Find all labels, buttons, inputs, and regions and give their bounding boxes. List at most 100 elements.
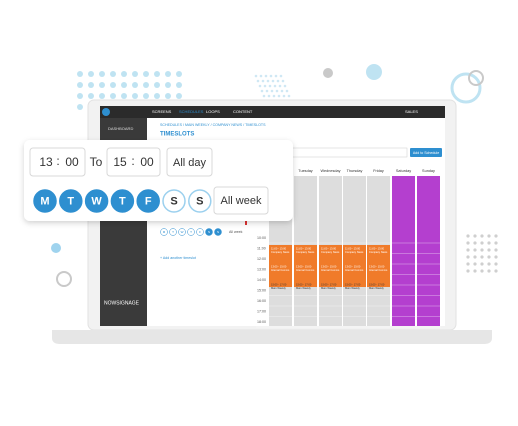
dot (487, 262, 491, 266)
dot (494, 269, 498, 273)
day-button[interactable] (110, 189, 135, 213)
day-header: Sunday (422, 169, 435, 173)
day-button-label[interactable]: W (91, 195, 102, 207)
all-day-label[interactable]: All day (173, 157, 207, 169)
from-minute[interactable]: 00 (65, 155, 79, 169)
add-button-label[interactable]: Add to Schedule (413, 151, 439, 155)
logo: NOWSIGNAGE (104, 300, 140, 306)
from-hour[interactable]: 13 (39, 155, 53, 169)
dot (132, 71, 138, 77)
dot (494, 248, 498, 252)
day-button[interactable] (162, 189, 186, 213)
panel-all-week[interactable]: All week (229, 230, 243, 234)
dot (77, 71, 83, 77)
day-toggle[interactable] (196, 228, 204, 236)
day-button[interactable] (33, 189, 57, 213)
day-button-label[interactable]: F (145, 195, 152, 207)
dot (263, 84, 267, 88)
dot (121, 93, 127, 99)
timeslot[interactable] (294, 245, 317, 287)
event-time: 11:00 - 13:00 (345, 247, 361, 251)
all-week-button[interactable] (213, 186, 269, 215)
all-day-button[interactable] (166, 147, 213, 177)
dot (110, 93, 116, 99)
day-toggle-label[interactable]: S (208, 230, 210, 234)
to-hour[interactable]: 15 (113, 155, 127, 169)
day-toggle[interactable] (214, 228, 222, 236)
event-time: 11:00 - 13:00 (271, 247, 287, 251)
account[interactable]: SALES (405, 109, 418, 114)
day-button[interactable] (59, 189, 83, 213)
day-button-label[interactable]: T (67, 195, 74, 207)
dot (466, 241, 470, 245)
timeslot[interactable] (269, 245, 292, 287)
event-name: Internal Comms (321, 268, 340, 272)
event-name: Internal Comms (296, 268, 315, 272)
dot (275, 89, 279, 93)
ring (56, 271, 72, 287)
event-name: Internal Comms (369, 268, 388, 272)
dot (323, 68, 333, 78)
day-button-label[interactable]: S (170, 195, 177, 207)
dot (272, 94, 276, 98)
dot (466, 269, 470, 273)
timeslot[interactable] (343, 245, 366, 287)
timeslot[interactable] (319, 245, 342, 287)
dot (480, 269, 484, 273)
day-toggle-label[interactable]: S (217, 230, 219, 234)
day-header: Friday (373, 169, 384, 173)
timeslot[interactable] (367, 245, 390, 287)
day-toggle[interactable] (205, 228, 213, 236)
event-time: 11:00 - 13:00 (296, 247, 312, 251)
nav-item[interactable]: LOOPS (206, 109, 220, 114)
dot (366, 64, 382, 80)
day-toggle-label[interactable]: T (172, 230, 174, 234)
dot (278, 84, 282, 88)
dot (473, 248, 477, 252)
event-time: 15:00 - 17:00 (271, 283, 287, 287)
dot (494, 255, 498, 259)
time-label: 16:00 (257, 299, 266, 303)
add-timeslot[interactable]: + Add another timeslot (160, 256, 196, 260)
dot (276, 79, 280, 83)
time-input[interactable] (106, 147, 161, 177)
day-toggle-label[interactable]: M (163, 230, 166, 234)
dot (99, 93, 105, 99)
day-button-label[interactable]: S (196, 195, 203, 207)
breadcrumb[interactable]: SCHEDULES / MAIN WEEKLY / COMPANY NEWS /… (160, 123, 266, 127)
day-button[interactable] (188, 189, 212, 213)
dot (88, 71, 94, 77)
dot (480, 241, 484, 245)
day-toggle[interactable] (178, 228, 186, 236)
sidebar-item[interactable]: DASHBOARD (108, 126, 133, 131)
add-button[interactable] (410, 148, 442, 157)
day-toggle-label[interactable]: W (181, 230, 184, 234)
day-button[interactable] (136, 189, 160, 213)
to-minute[interactable]: 00 (140, 155, 154, 169)
time-input[interactable] (29, 147, 86, 177)
day-button[interactable] (84, 189, 109, 213)
day-toggle[interactable] (187, 228, 195, 236)
dot (265, 89, 269, 93)
day-toggle-label[interactable]: F (199, 230, 201, 234)
dot (466, 234, 470, 238)
decoration (51, 64, 498, 287)
nav-item[interactable]: SCREENS (152, 109, 172, 114)
dot (143, 71, 149, 77)
day-button-label[interactable]: M (40, 195, 49, 207)
all-week-label[interactable]: All week (221, 195, 262, 207)
day-column (392, 176, 415, 326)
dot (473, 262, 477, 266)
dot (466, 262, 470, 266)
nav-item[interactable]: SCHEDULES (179, 109, 204, 114)
day-toggle[interactable] (169, 228, 177, 236)
nav-item[interactable]: CONTENT (233, 109, 253, 114)
dot (254, 74, 258, 78)
dot (261, 79, 265, 83)
time-label: 14:00 (257, 278, 266, 282)
day-toggle-label[interactable]: T (190, 230, 192, 234)
day-button-label[interactable]: T (119, 195, 126, 207)
day-toggle[interactable] (160, 228, 168, 236)
dot (143, 82, 149, 88)
